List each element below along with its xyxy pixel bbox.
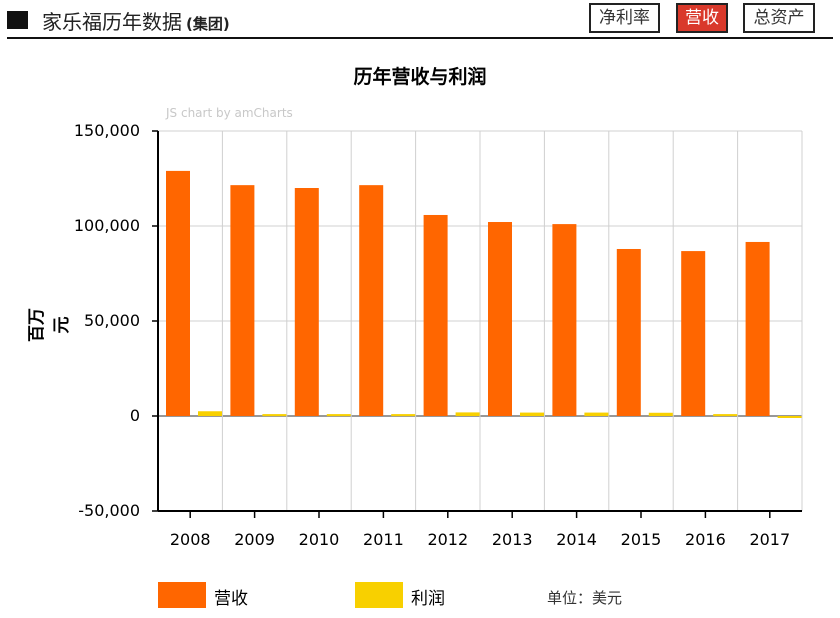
- profit-bar: [198, 411, 222, 416]
- revenue-bar: [423, 214, 448, 416]
- x-tick-label: 2017: [749, 530, 791, 549]
- revenue-bar: [745, 241, 770, 416]
- legend-swatch-revenue: [158, 582, 206, 608]
- chart-title: 历年营收与利润: [353, 66, 487, 88]
- header-square-icon: [7, 11, 28, 29]
- legend-item-revenue[interactable]: 营收: [158, 582, 278, 609]
- x-tick-label: 2015: [620, 530, 662, 549]
- amcharts-watermark[interactable]: JS chart by amCharts: [166, 106, 293, 120]
- legend-label-profit: 利润: [411, 589, 445, 609]
- profit-bar: [455, 412, 480, 416]
- tab-revenue[interactable]: 营收: [676, 3, 728, 33]
- y-tick-label: 50,000: [84, 311, 140, 330]
- unit-note: 单位：美元: [547, 589, 623, 607]
- legend-label-revenue: 营收: [214, 589, 248, 609]
- page-subtitle: (集团): [186, 15, 230, 33]
- page-title-text: 家乐福历年数据: [42, 10, 182, 34]
- profit-bar: [262, 414, 287, 417]
- x-tick-label: 2010: [298, 530, 340, 549]
- x-tick-label: 2008: [169, 530, 211, 549]
- page-title: 家乐福历年数据 (集团): [42, 6, 230, 35]
- profit-bar: [648, 412, 673, 416]
- legend-item-profit[interactable]: 利润: [355, 582, 475, 609]
- revenue-bar: [681, 251, 706, 416]
- y-tick-label: 150,000: [73, 121, 140, 140]
- x-tick-label: 2009: [234, 530, 275, 549]
- profit-bar: [326, 414, 351, 417]
- x-tick-label: 2011: [363, 530, 404, 549]
- x-tick-label: 2014: [556, 530, 597, 549]
- x-tick-label: 2016: [685, 530, 726, 549]
- revenue-bar: [488, 222, 512, 416]
- y-tick-label: -50,000: [78, 501, 140, 520]
- revenue-bar: [230, 185, 255, 416]
- revenue-bar: [294, 188, 319, 416]
- header-divider: [7, 37, 833, 39]
- revenue-bar: [616, 248, 641, 416]
- profit-bar: [777, 416, 802, 418]
- revenue-bar: [166, 170, 190, 416]
- profit-bar: [584, 412, 609, 416]
- tab-net-margin[interactable]: 净利率: [589, 3, 660, 33]
- legend-swatch-profit: [355, 582, 403, 608]
- x-tick-label: 2013: [491, 530, 533, 549]
- plot-area: [152, 130, 803, 518]
- revenue-bar: [359, 185, 384, 416]
- profit-bar: [713, 414, 738, 417]
- x-tick-label: 2012: [427, 530, 469, 549]
- y-tick-label: 0: [129, 406, 140, 425]
- profit-bar: [391, 414, 416, 417]
- profit-bar: [520, 412, 544, 416]
- tab-total-assets[interactable]: 总资产: [743, 3, 815, 33]
- page-header: 家乐福历年数据 (集团): [0, 0, 840, 40]
- revenue-bar: [552, 224, 577, 416]
- y-tick-label: 100,000: [73, 216, 140, 235]
